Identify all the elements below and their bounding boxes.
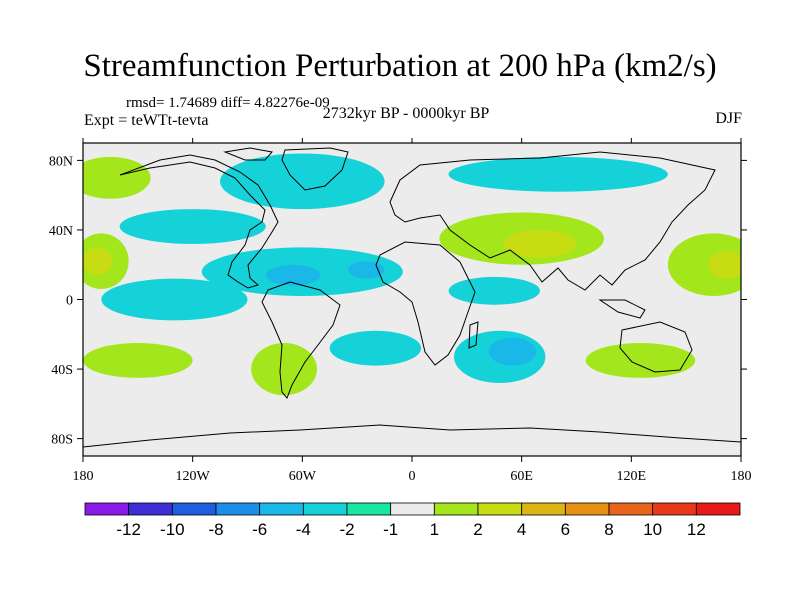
colorbar-swatch — [84, 502, 130, 516]
colorbar-label: -10 — [160, 520, 185, 539]
x-tick-label: 180 — [731, 469, 752, 484]
region-alaska-high — [83, 156, 151, 199]
experiment-label: Expt = teWTt-tevta — [84, 112, 209, 129]
colorbar-swatch — [477, 502, 523, 516]
y-tick-label: 0 — [66, 294, 73, 309]
region-west-africa-core — [348, 261, 385, 279]
colorbar-label: 2 — [473, 520, 482, 539]
region-south-pacific-high — [83, 343, 193, 378]
coastlines — [83, 147, 741, 448]
region-pacific-subtropical-low — [101, 278, 248, 321]
region-south-america-high — [251, 343, 317, 396]
colorbar-label: 4 — [517, 520, 526, 539]
coast-greenland — [281, 147, 349, 191]
colorbar-label: -1 — [383, 520, 398, 539]
y-tick-label: 40N — [49, 224, 73, 239]
coast-africa — [375, 241, 476, 366]
coast-canada-islands — [223, 147, 273, 161]
period-label: 2732kyr BP - 0000kyr BP — [322, 105, 490, 122]
rmsd-diff-stats: rmsd= 1.74689 diff= 4.82276e-09 — [126, 95, 330, 111]
colorbar-label: 12 — [687, 520, 706, 539]
x-tick-label: 60E — [510, 469, 533, 484]
colorbar-label: 8 — [604, 520, 613, 539]
colorbar-label: -6 — [252, 520, 267, 539]
chart-title: Streamfunction Perturbation at 200 hPa (… — [83, 48, 717, 84]
y-tick-label: 40S — [51, 363, 73, 378]
y-axis-ticks: 80N 40N 0 40S 80S — [49, 154, 747, 448]
colorbar-swatch — [608, 502, 654, 516]
contour-regions — [83, 153, 741, 396]
region-caribbean-core — [265, 264, 321, 286]
colorbar-label: -12 — [116, 520, 141, 539]
x-axis-ticks: 180 120W 60W 0 60E 120E 180 — [73, 138, 752, 484]
coast-antarctica — [83, 424, 741, 448]
colorbar-swatch — [171, 502, 217, 516]
colorbar-swatch — [433, 502, 479, 516]
coast-north-america — [119, 154, 279, 289]
region-south-atlantic-trough — [329, 330, 422, 366]
colorbar-label: 1 — [430, 520, 439, 539]
coast-australia — [619, 321, 693, 373]
season-label: DJF — [715, 110, 742, 127]
coast-south-america — [261, 281, 341, 399]
colorbar-label: 10 — [643, 520, 662, 539]
x-tick-label: 120W — [176, 469, 211, 484]
colorbar-swatch — [695, 502, 741, 516]
colorbar-swatch — [564, 502, 610, 516]
colorbar: -12 -10 -8 -6 -4 -2 -1 1 2 4 6 8 10 12 — [84, 502, 741, 539]
colorbar-swatch — [390, 502, 435, 516]
region-south-indian-core — [488, 337, 537, 366]
colorbar-label: -8 — [208, 520, 223, 539]
x-tick-label: 120E — [617, 469, 647, 484]
region-eurasia-core — [503, 230, 577, 258]
x-tick-label: 0 — [409, 469, 416, 484]
colorbar-label: -4 — [296, 520, 311, 539]
colorbar-label: 6 — [561, 520, 570, 539]
y-tick-label: 80N — [49, 154, 73, 169]
region-east-pacific-core — [83, 247, 113, 276]
colorbar-swatch — [652, 502, 697, 516]
region-australia-high — [585, 343, 696, 378]
region-west-pacific-core — [708, 250, 741, 279]
x-tick-label: 180 — [73, 469, 94, 484]
region-north-pacific-trough — [119, 209, 266, 244]
colorbar-swatch — [302, 502, 348, 516]
colorbar-swatch — [521, 502, 566, 516]
colorbar-swatch — [346, 502, 392, 516]
coast-indonesia — [598, 299, 646, 319]
colorbar-swatch — [128, 502, 173, 516]
region-siberia-low — [448, 156, 668, 192]
x-tick-label: 60W — [289, 469, 317, 484]
coast-madagascar — [468, 321, 479, 349]
region-arabian-sea-trough — [448, 276, 540, 305]
region-west-pacific-high — [667, 233, 741, 296]
colorbar-swatch — [259, 502, 304, 516]
region-north-atlantic-arctic-low — [219, 153, 385, 210]
colorbar-swatch — [215, 502, 261, 516]
y-tick-label: 80S — [51, 433, 73, 448]
colorbar-label: -2 — [339, 520, 354, 539]
coast-eurasia — [389, 151, 716, 291]
